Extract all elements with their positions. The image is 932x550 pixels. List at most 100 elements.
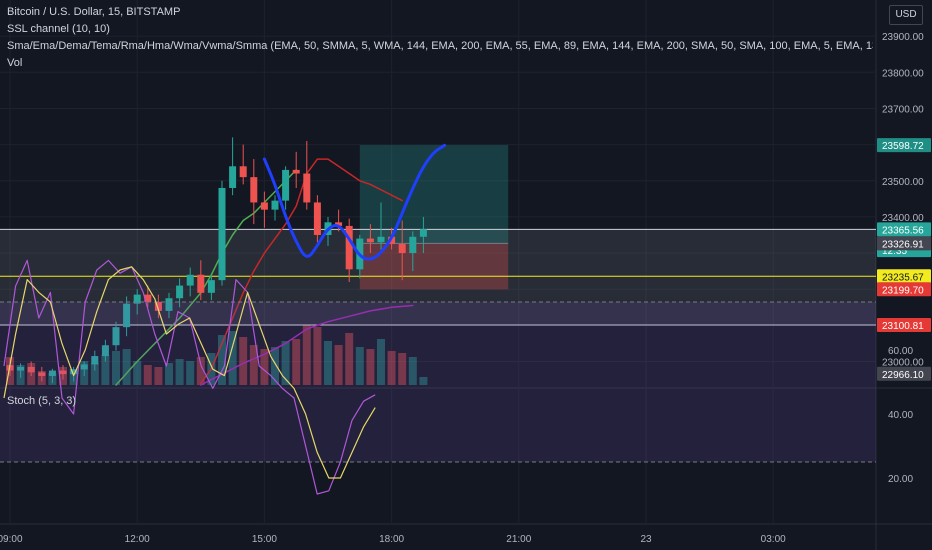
currency-button[interactable]: USD [889,5,923,25]
candle-body [48,370,56,376]
price-tag: 23235.67 [877,269,931,284]
volume-bar [165,363,173,385]
candle-body [133,294,141,304]
horizontal-lines[interactable] [0,228,876,326]
price-tag: 23100.81 [877,318,931,333]
candle-body [292,169,300,174]
candle-body [419,229,427,237]
volume-bar [101,355,110,385]
volume-indicator-label[interactable]: Vol [7,57,23,69]
volume-bar [419,377,428,385]
candle-body [59,370,67,375]
price-tag-label: 23100.81 [882,321,924,332]
candle-body [377,236,385,243]
price-axis[interactable]: 23000.0023100.0023200.0023300.0023400.00… [882,32,924,368]
price-tick-label: 23500.00 [882,177,924,188]
volume-bar [334,345,343,385]
time-tick-label: 03:00 [761,534,786,545]
time-tick-label: 09:00 [0,534,23,545]
time-axis[interactable]: 09:00 12:00 15:00 18:00 21:00 23 03:00 [0,534,786,545]
symbol-title: Bitcoin / U.S. Dollar, 15, BITSTAMP [7,6,181,18]
candle-body [165,298,173,311]
volume-bar [122,349,131,385]
blue-drawing-path [262,143,447,261]
stoch-band-fill [0,302,876,462]
volume-bar [281,341,290,385]
volume-bar [154,367,163,385]
price-tick-label: 23400.00 [882,213,924,224]
volume-bar [324,341,332,385]
candle-body [186,274,194,286]
volume-bar [228,331,237,385]
candle-body [154,301,162,311]
blue-drawing[interactable] [262,143,447,261]
volume-bar [408,357,417,385]
candle-body [398,244,406,254]
price-tag-box [877,366,931,381]
price-tag-label: 23235.67 [882,272,924,283]
price-tag-box [877,222,931,237]
candle-body [144,294,152,302]
volume-bar [175,359,184,385]
price-tag: 22966.10 [877,366,931,381]
volume-bar [90,363,99,385]
green-ma-line [115,169,297,386]
candle-body [123,303,131,328]
candle-body [80,364,88,370]
volume-bar [249,345,258,385]
volume-bar [133,361,142,385]
candle-body [250,177,258,203]
candle-body [271,200,279,210]
ma-indicator-label[interactable]: Sma/Ema/Dema/Tema/Rma/Hma/Wma/Vwma/Smma … [7,40,873,52]
volume-bar [186,361,195,385]
price-tag: 23598.72 [877,138,931,153]
candle-body [409,236,417,254]
price-tick-label: 23000.00 [882,358,924,369]
loss-zone [359,243,509,290]
volume-bar [387,351,396,385]
stoch-background [0,390,876,522]
price-tag-label: 23598.72 [882,141,924,152]
gray-zone-band [0,229,876,326]
price-tick-label: 23800.00 [882,68,924,79]
time-tick-label: 18:00 [379,534,404,545]
candle-body [197,274,205,293]
long-position-box[interactable] [359,145,509,290]
price-tag: 23365.56 [877,222,931,237]
candle-body [366,238,374,243]
stoch-tick-label: 40.00 [888,410,913,421]
price-tag-label: 23199.70 [882,285,924,296]
price-tag-box [877,236,931,251]
stoch-indicator-label[interactable]: Stoch (5, 3, 3) [7,395,77,407]
volume-bar [143,365,152,385]
candle-body [260,202,268,210]
candle-body [91,356,99,365]
price-tag-box [877,282,931,297]
volume-bar [292,339,301,385]
stoch-d-line [3,266,376,479]
volume-bar [112,351,120,385]
candle-body [388,236,396,245]
candle-body [313,202,321,235]
volume-bar [398,353,407,385]
candle-body [112,327,120,346]
purple-ma-line [200,304,414,386]
volume-bar [302,325,311,385]
ssl-indicator-label[interactable]: SSL channel (10, 10) [7,23,110,35]
price-tick-label: 23700.00 [882,104,924,115]
price-tag: 23326.91 [877,236,931,251]
ssl-red-line [200,158,403,384]
price-tag: 23199.70 [877,282,931,297]
volume-bar [355,347,364,385]
candle-body [38,372,46,376]
price-tag-label: 23365.56 [882,225,924,236]
volume-bar [260,349,269,385]
price-tag-box [877,318,931,333]
candle-body [335,222,343,226]
price-tag-box [877,138,931,153]
candle-body [176,285,184,299]
stochastic-pane [0,259,876,495]
